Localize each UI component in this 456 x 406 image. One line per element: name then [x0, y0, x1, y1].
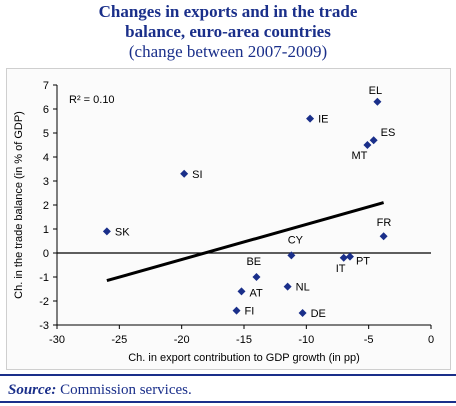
data-label-it: IT [336, 263, 346, 275]
data-point-be [252, 273, 261, 281]
data-point-sk [102, 227, 111, 236]
data-point-pt [345, 252, 354, 261]
data-point-cy [287, 251, 296, 260]
data-point-fi [232, 306, 241, 315]
y-tick-label-4: 1 [43, 224, 49, 236]
y-tick-label-10: 7 [43, 80, 49, 92]
chart-subtitle: (change between 2007-2009) [128, 42, 328, 61]
data-label-pt: PT [356, 256, 370, 268]
x-tick-label-1: -25 [111, 334, 127, 346]
data-point-fr [379, 232, 388, 241]
x-tick-label-6: 0 [428, 334, 434, 346]
source-text: Commission services. [60, 382, 192, 398]
y-axis-label: Ch. in the trade balance (in % of GDP) [13, 111, 25, 299]
data-label-es: ES [381, 127, 396, 139]
y-tick-label-0: -3 [39, 320, 49, 332]
source-label: Source: [8, 382, 57, 398]
x-tick-label-4: -10 [298, 334, 314, 346]
x-tick-label-3: -15 [236, 334, 252, 346]
source-note: Source: Commission services. [8, 382, 192, 399]
x-axis-label: Ch. in export contribution to GDP growth… [128, 352, 360, 364]
data-label-si: SI [192, 169, 202, 181]
y-tick-label-8: 5 [43, 128, 49, 140]
y-tick-label-6: 3 [43, 176, 49, 188]
data-point-el [373, 97, 382, 106]
y-tick-label-3: 0 [43, 248, 49, 260]
data-label-mt: MT [351, 150, 367, 162]
data-label-cy: CY [288, 234, 304, 246]
title-line-1: Changes in exports and in the trade [98, 2, 358, 21]
title-line-2: balance, euro-area countries [125, 22, 331, 41]
data-label-nl: NL [296, 282, 310, 294]
x-tick-label-0: -30 [49, 334, 65, 346]
x-tick-label-5: -5 [364, 334, 374, 346]
y-tick-label-1: -2 [39, 296, 49, 308]
y-tick-label-7: 4 [43, 152, 49, 164]
chart-title: Changes in exports and in the trade bala… [0, 2, 456, 62]
chart-frame: -3 -2 -1 0 1 2 3 4 5 6 7 -30 -25 -20 -15 -10 -5 0 R² = 0.1… [6, 68, 451, 370]
data-point-ie [306, 114, 315, 123]
data-label-de: DE [311, 308, 326, 320]
data-label-at: AT [250, 287, 264, 299]
x-tick-label-2: -20 [174, 334, 190, 346]
data-label-ie: IE [318, 114, 328, 126]
divider-bottom [0, 401, 456, 403]
data-point-it [339, 253, 348, 262]
data-label-be: BE [246, 256, 261, 268]
data-point-es [369, 136, 378, 145]
data-point-nl [283, 282, 292, 291]
y-tick-label-9: 6 [43, 104, 49, 116]
data-point-mt [363, 141, 372, 149]
data-label-sk: SK [115, 226, 130, 238]
data-point-de [298, 309, 307, 317]
y-tick-label-5: 2 [43, 200, 49, 212]
r-squared-annotation: R² = 0.10 [69, 94, 115, 106]
divider-top [0, 374, 456, 376]
trend-line [106, 201, 385, 283]
data-label-fr: FR [377, 217, 392, 229]
data-label-fi: FI [245, 306, 255, 318]
data-point-si [180, 169, 189, 178]
y-tick-label-2: -1 [39, 272, 49, 284]
data-label-el: EL [369, 85, 382, 97]
data-point-at [237, 287, 246, 296]
